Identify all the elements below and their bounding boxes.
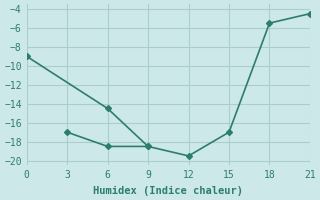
X-axis label: Humidex (Indice chaleur): Humidex (Indice chaleur) [93, 186, 243, 196]
